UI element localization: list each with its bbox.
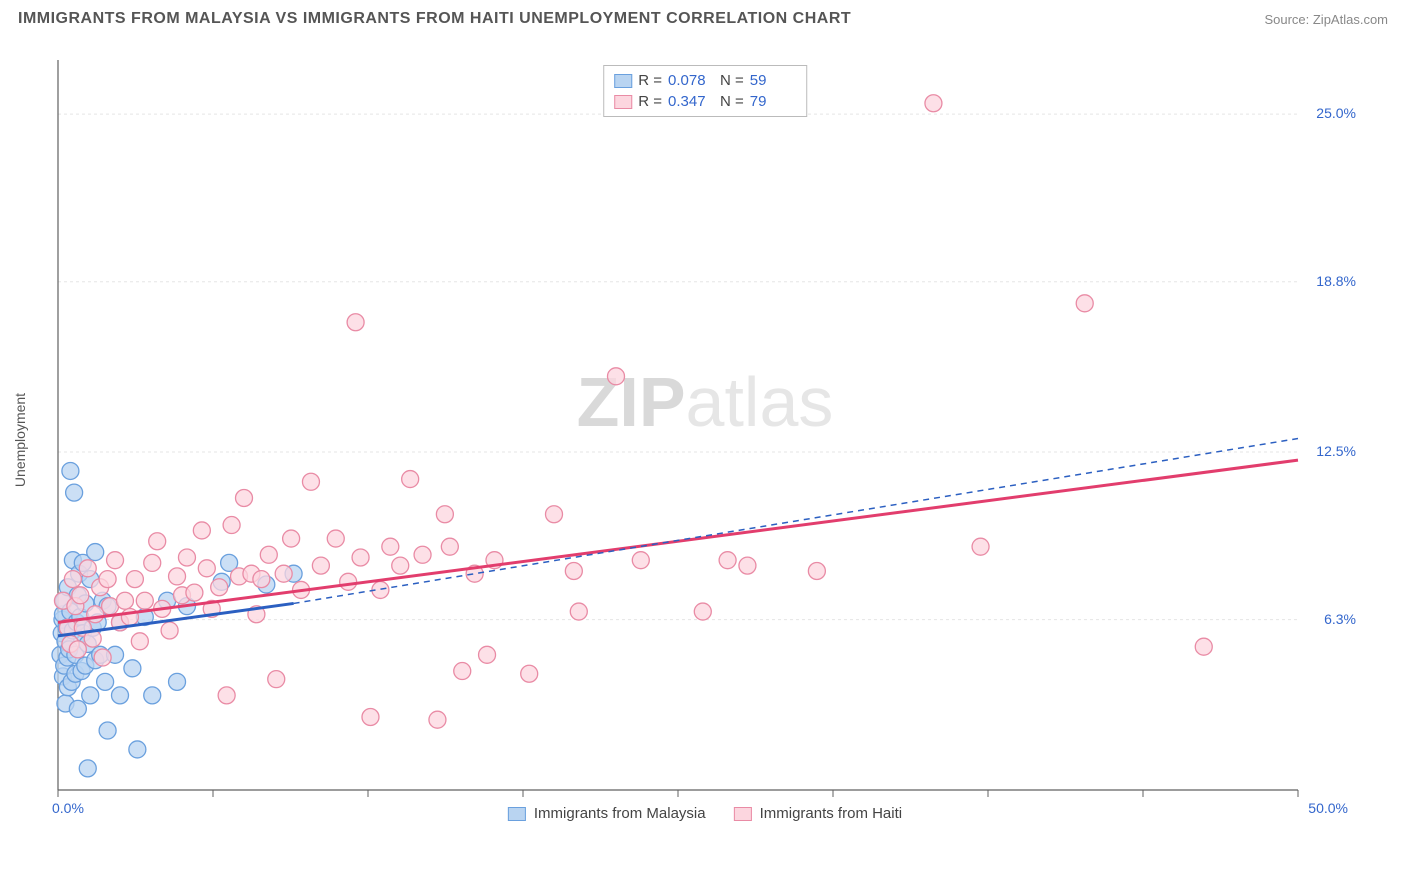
legend-swatch-malaysia	[614, 74, 632, 88]
legend-swatch-haiti	[614, 95, 632, 109]
legend-item-malaysia: Immigrants from Malaysia	[508, 805, 706, 822]
n-label: N =	[720, 70, 744, 91]
source-label: Source: ZipAtlas.com	[1264, 12, 1388, 27]
chart-area: Unemployment ZIPatlas R = 0.078 N = 59 R…	[50, 60, 1360, 820]
y-axis-label: Unemployment	[12, 393, 28, 487]
y-tick-label: 12.5%	[1316, 443, 1356, 459]
y-tick-label: 25.0%	[1316, 105, 1356, 121]
y-tick-label: 6.3%	[1324, 611, 1356, 627]
series-legend: Immigrants from Malaysia Immigrants from…	[508, 805, 902, 822]
legend-label: Immigrants from Malaysia	[534, 805, 706, 822]
r-label: R =	[638, 91, 662, 112]
y-tick-label: 18.8%	[1316, 273, 1356, 289]
correlation-legend: R = 0.078 N = 59 R = 0.347 N = 79	[603, 65, 807, 117]
legend-row-malaysia: R = 0.078 N = 59	[614, 70, 796, 91]
x-tick-label: 50.0%	[1308, 800, 1348, 816]
legend-label: Immigrants from Haiti	[760, 805, 903, 822]
x-tick-label: 0.0%	[52, 800, 84, 816]
legend-swatch	[508, 807, 526, 821]
scatter-plot	[50, 60, 1360, 820]
r-value: 0.347	[668, 91, 714, 112]
chart-title: IMMIGRANTS FROM MALAYSIA VS IMMIGRANTS F…	[18, 10, 851, 28]
r-label: R =	[638, 70, 662, 91]
n-value: 59	[750, 70, 796, 91]
legend-row-haiti: R = 0.347 N = 79	[614, 91, 796, 112]
r-value: 0.078	[668, 70, 714, 91]
n-value: 79	[750, 91, 796, 112]
legend-swatch	[734, 807, 752, 821]
n-label: N =	[720, 91, 744, 112]
chart-header: IMMIGRANTS FROM MALAYSIA VS IMMIGRANTS F…	[0, 0, 1406, 36]
legend-item-haiti: Immigrants from Haiti	[734, 805, 903, 822]
